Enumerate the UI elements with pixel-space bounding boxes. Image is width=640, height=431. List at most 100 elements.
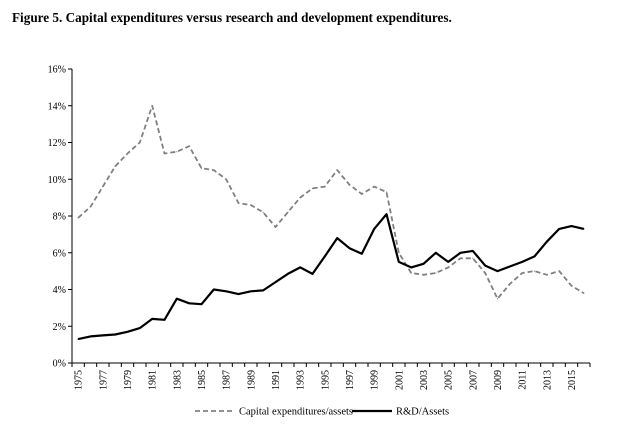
capex-point [139,141,141,144]
rnd-point [299,266,301,269]
capex-point [546,274,548,276]
capex-point [237,202,240,204]
x-tick-label: 1989 [246,370,257,390]
rnd-point [521,261,523,263]
rnd-point [558,228,560,230]
capex-point [558,270,560,272]
rnd-point [89,335,92,337]
capex-point [151,105,153,107]
axes [68,68,591,367]
x-tick-label: 1997 [345,370,356,390]
rnd-point [496,270,499,272]
rnd-point [311,273,314,275]
capex-point [324,186,326,188]
capex-point [213,169,215,171]
x-tick-label: 2013 [542,370,553,390]
rnd-point [151,318,153,320]
capex-point [398,252,400,254]
rnd-point [373,228,375,230]
x-tick-label: 2011 [518,370,529,390]
capex-point [435,272,437,274]
rnd-point [213,288,215,291]
rnd-point [287,273,289,275]
rnd-point [139,327,141,329]
y-tick-label: 4% [53,285,66,296]
rnd-point [163,319,166,321]
capex-point [225,178,227,180]
rnd-point [126,331,129,333]
rnd-point [77,338,79,340]
x-tick-label: 1975 [74,370,85,390]
x-tick-label: 2005 [444,370,455,390]
capex-point [570,285,573,287]
x-tick-label: 1977 [98,370,109,390]
x-tick-label: 1987 [222,370,233,390]
capex-point [77,217,79,219]
rnd-point [274,281,277,283]
capex-point [373,186,375,188]
rnd-point [398,261,400,263]
x-tick-label: 2015 [567,370,578,390]
capex-point [459,257,462,259]
capex-point [262,211,264,213]
y-tick-labels: 0% 2% 4% 6% 8% 10% 12% 14% 16% [48,65,66,370]
x-tick-label: 2001 [394,370,405,390]
rnd-point [114,333,116,336]
y-tick-label: 2% [53,322,66,333]
capex-point [188,145,190,147]
y-tick-label: 8% [53,212,66,223]
rnd-point [435,252,437,254]
capex-point [472,257,474,259]
x-tick-label: 2003 [419,370,430,390]
y-tick-label: 0% [53,359,66,370]
rnd-point [422,263,425,265]
x-tick-label: 1991 [271,370,282,390]
rnd-point [509,265,511,268]
rnd-point [348,247,351,249]
rnd-point [410,266,412,269]
capex-point [287,211,289,213]
rnd-point [385,213,388,215]
capex-point [348,184,351,186]
rnd-point [459,252,462,254]
capex-point [163,152,166,155]
capex-point [89,206,92,208]
x-tick-label: 1981 [148,370,159,390]
x-tick-label: 2009 [493,370,504,390]
x-tick-label: 1979 [123,370,134,390]
legend-label: Capital expenditures/assets [239,407,353,418]
rnd-point [102,334,104,337]
capex-point [311,187,314,190]
capex-point [361,193,363,195]
x-tick-label: 1999 [370,370,381,390]
series-lines [77,104,585,341]
capex-point [509,283,511,285]
capex-point [336,169,338,171]
capex-point [583,292,585,294]
y-tick-label: 14% [48,101,66,112]
rnd-point [200,303,203,305]
capex-point [299,197,301,199]
x-tick-label: 1985 [197,370,208,390]
capex-point [496,298,499,300]
legend: Capital expenditures/assets R&D/Assets [195,407,449,418]
capex-point [385,191,388,193]
capex-point [250,204,252,206]
rnd-point [336,237,338,239]
x-tick-labels: 1975 1977 1979 1981 1983 1985 1987 1989 1991 1993… [74,370,578,390]
y-tick-label: 6% [53,248,66,259]
rnd-point [570,225,573,227]
capex-point [200,167,203,169]
capex-point [521,272,523,274]
rnd-series-line [77,213,585,341]
rnd-point [237,293,240,295]
rnd-point [583,228,585,230]
capex-point [102,186,104,188]
rnd-point [176,298,178,300]
y-tick-label: 16% [48,65,66,76]
capex-point [447,266,449,269]
rnd-point [324,255,326,258]
x-tick-label: 1993 [296,370,307,390]
capex-point [484,272,486,274]
